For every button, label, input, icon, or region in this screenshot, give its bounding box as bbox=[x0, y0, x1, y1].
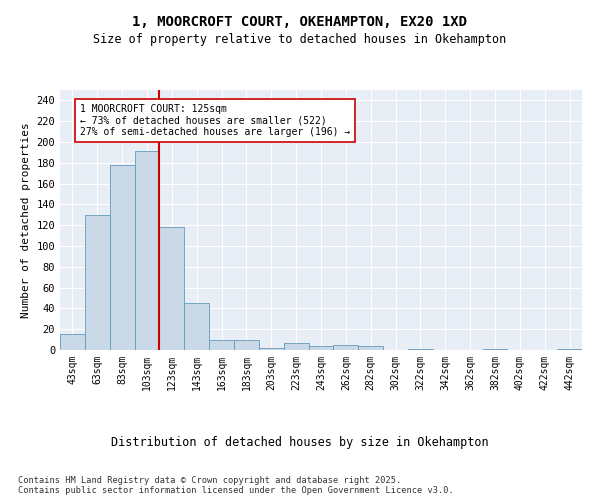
Bar bbox=[234, 340, 259, 350]
Bar bbox=[482, 349, 508, 350]
Bar bbox=[184, 303, 209, 350]
Bar bbox=[85, 215, 110, 350]
Text: 1 MOORCROFT COURT: 125sqm
← 73% of detached houses are smaller (522)
27% of semi: 1 MOORCROFT COURT: 125sqm ← 73% of detac… bbox=[80, 104, 350, 136]
Bar bbox=[334, 345, 358, 350]
Bar bbox=[358, 346, 383, 350]
Bar bbox=[134, 152, 160, 350]
Bar bbox=[557, 349, 582, 350]
Bar bbox=[160, 228, 184, 350]
Bar bbox=[110, 165, 134, 350]
Bar bbox=[284, 342, 308, 350]
Y-axis label: Number of detached properties: Number of detached properties bbox=[21, 122, 31, 318]
Text: Contains HM Land Registry data © Crown copyright and database right 2025.
Contai: Contains HM Land Registry data © Crown c… bbox=[18, 476, 454, 495]
Text: Size of property relative to detached houses in Okehampton: Size of property relative to detached ho… bbox=[94, 32, 506, 46]
Bar bbox=[308, 346, 334, 350]
Text: Distribution of detached houses by size in Okehampton: Distribution of detached houses by size … bbox=[111, 436, 489, 449]
Bar bbox=[60, 334, 85, 350]
Bar bbox=[209, 340, 234, 350]
Bar bbox=[408, 349, 433, 350]
Text: 1, MOORCROFT COURT, OKEHAMPTON, EX20 1XD: 1, MOORCROFT COURT, OKEHAMPTON, EX20 1XD bbox=[133, 15, 467, 29]
Bar bbox=[259, 348, 284, 350]
